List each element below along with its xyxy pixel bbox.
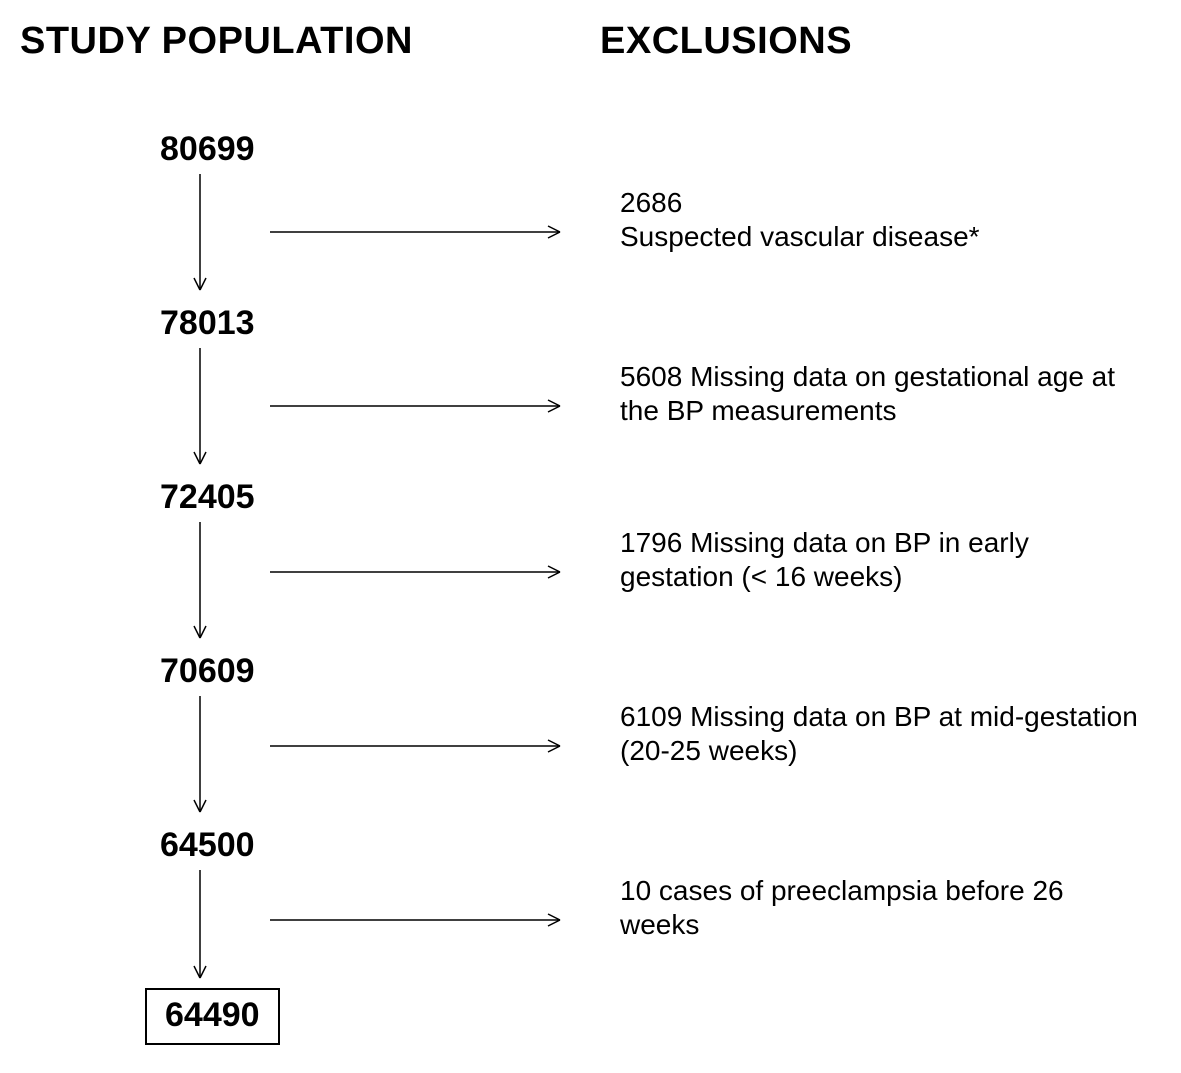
header-exclusions: EXCLUSIONS — [600, 20, 852, 63]
exclusion-text-2: 1796 Missing data on BP in early gestati… — [620, 526, 1140, 594]
population-value-1: 78013 — [160, 304, 255, 343]
exclusion-text-1: 5608 Missing data on gestational age at … — [620, 360, 1140, 428]
population-value-3: 70609 — [160, 652, 255, 691]
population-value-4: 64500 — [160, 826, 255, 865]
population-value-2: 72405 — [160, 478, 255, 517]
population-value-0: 80699 — [160, 130, 255, 169]
final-population-box: 64490 — [145, 988, 280, 1045]
exclusion-text-0: 2686Suspected vascular disease* — [620, 186, 1140, 254]
exclusion-text-4: 10 cases of preeclampsia before 26 weeks — [620, 874, 1140, 942]
header-study-population: STUDY POPULATION — [20, 20, 413, 63]
exclusion-text-3: 6109 Missing data on BP at mid-gestation… — [620, 700, 1140, 768]
